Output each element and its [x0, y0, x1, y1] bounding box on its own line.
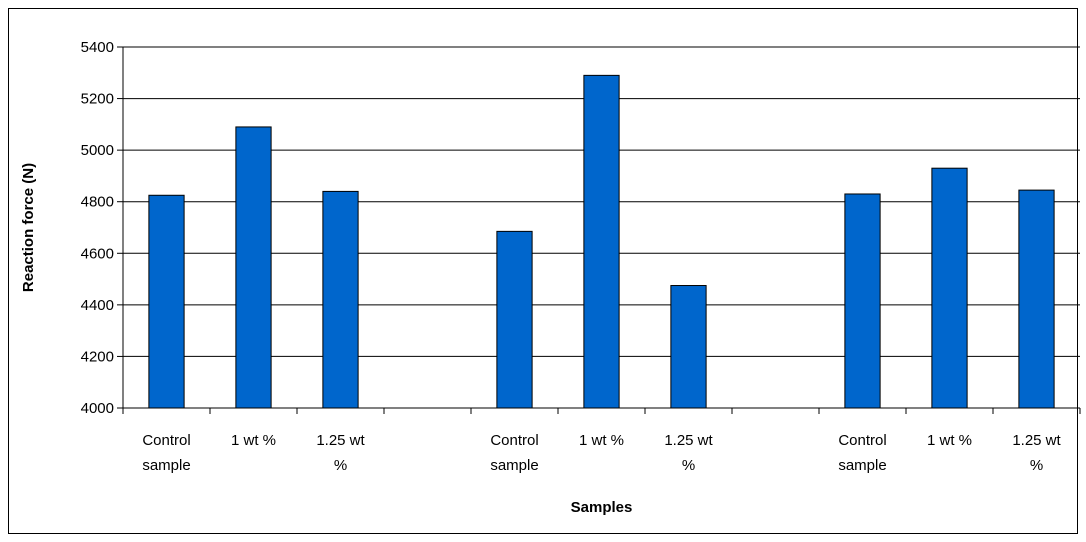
x-tick-label-line: % — [682, 457, 695, 474]
x-tick-label: 1.25 wt% — [316, 432, 365, 474]
y-tick-label: 5200 — [81, 91, 114, 108]
y-tick-label: 5000 — [81, 142, 114, 159]
axes — [117, 46, 1081, 414]
x-tick-label: Control sample — [838, 432, 886, 474]
y-tick-label: 4800 — [81, 194, 114, 211]
x-tick-label-line: 1.25 wt — [316, 432, 365, 449]
bar — [931, 167, 968, 409]
x-tick-label-line: sample — [838, 457, 886, 474]
x-tick-label-line: 1.25 wt — [1012, 432, 1061, 449]
x-tick-label-line: sample — [142, 457, 190, 474]
bar — [844, 193, 881, 409]
y-tick-label: 4000 — [81, 400, 114, 417]
x-tick-label-line: Control — [490, 432, 538, 449]
x-tick-label-line: % — [334, 457, 347, 474]
x-tick-label: Control sample — [490, 432, 538, 474]
y-tick-label: 4400 — [81, 297, 114, 314]
x-tick-label-line: Control — [142, 432, 190, 449]
x-tick-label-line: 1.25 wt — [664, 432, 713, 449]
x-tick-label-line: 1 wt % — [579, 432, 624, 449]
y-axis-title: Reaction force (N) — [20, 163, 37, 292]
chart-frame — [8, 8, 1078, 534]
x-tick-labels: Control sample 1 wt % 1.25 wt % Control sample… — [142, 432, 1061, 474]
x-tick-label: 1 wt % — [231, 432, 276, 449]
x-tick-label: 1.25 wt% — [664, 432, 713, 474]
y-tick-label: 5400 — [81, 39, 114, 56]
bar — [670, 285, 707, 409]
y-tick-label: 4200 — [81, 348, 114, 365]
bar — [148, 194, 185, 409]
bar — [322, 190, 359, 409]
x-tick-label-line: 1 wt % — [927, 432, 972, 449]
x-axis-title: Samples — [571, 499, 633, 516]
x-tick-label: 1.25 wt% — [1012, 432, 1061, 474]
bar — [583, 74, 620, 409]
x-tick-label-line: % — [1030, 457, 1043, 474]
x-tick-label: Control sample — [142, 432, 190, 474]
y-tick-label: 4600 — [81, 245, 114, 262]
x-tick-label-line: sample — [490, 457, 538, 474]
bar — [1018, 189, 1055, 409]
x-tick-label-line: 1 wt % — [231, 432, 276, 449]
y-tick-labels: 4000 4200 4400 4600 4800 5000 5200 5400 — [81, 39, 114, 417]
x-tick-label: 1 wt % — [927, 432, 972, 449]
bar — [235, 126, 272, 409]
bar — [496, 230, 533, 409]
x-tick-label: 1 wt % — [579, 432, 624, 449]
x-tick-label-line: Control — [838, 432, 886, 449]
bars — [148, 74, 1055, 409]
